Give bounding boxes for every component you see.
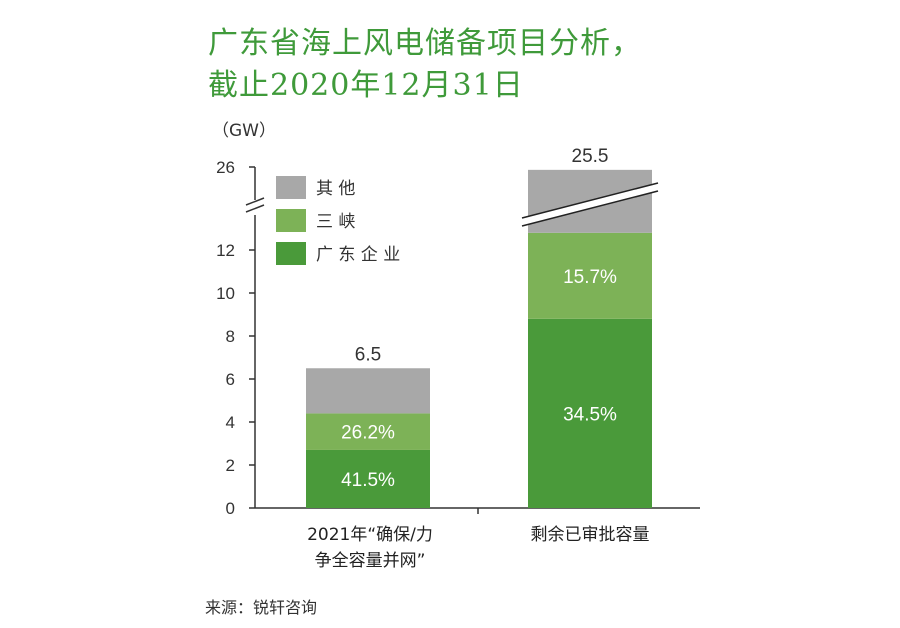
- category-label-2: 剩余已审批容量: [490, 522, 690, 548]
- data-label: 15.7%: [563, 267, 617, 288]
- source-note: 来源：锐轩咨询: [205, 598, 318, 617]
- y-axis-break-mark: [245, 197, 265, 206]
- category-label-1: 2021年“确保/力 争全容量并网”: [270, 522, 470, 574]
- category-label-2-line1: 剩余已审批容量: [530, 525, 650, 545]
- legend-label: 三 峡: [316, 212, 355, 232]
- y-axis-unit: （GW）: [212, 121, 276, 141]
- category-label-1-line1: 2021年“确保/力: [307, 525, 433, 545]
- total-label: 25.5: [572, 146, 609, 167]
- bar-segment: [528, 318, 652, 508]
- bar-segment: [306, 368, 430, 414]
- y-tick-label: 4: [226, 413, 235, 432]
- data-label: 26.2%: [341, 423, 395, 444]
- y-tick-label: 0: [226, 499, 235, 518]
- bar-segment: [528, 232, 652, 319]
- bar-break-line: [521, 190, 659, 227]
- chart-title-line2: 截止2020年12月31日: [208, 68, 524, 103]
- data-label: 41.5%: [341, 470, 395, 491]
- legend-label: 广 东 企 业: [316, 245, 400, 265]
- y-tick-label: 12: [216, 241, 235, 260]
- data-label: 34.5%: [563, 404, 617, 425]
- y-tick-label: 10: [216, 284, 235, 303]
- category-label-1-line2: 争全容量并网”: [314, 551, 426, 571]
- legend-swatch: [276, 209, 306, 232]
- y-axis-break-mark: [245, 204, 265, 213]
- y-tick-label: 8: [226, 327, 235, 346]
- chart-title-line1: 广东省海上风电储备项目分析，: [208, 26, 642, 61]
- bar-break-line: [521, 182, 659, 219]
- total-label: 6.5: [355, 344, 381, 365]
- legend-swatch: [276, 242, 306, 265]
- y-tick-label: 6: [226, 370, 235, 389]
- bar-segment: [306, 449, 430, 508]
- y-tick-label: 26: [216, 158, 235, 177]
- bar-break-gap: [522, 183, 658, 226]
- legend-swatch: [276, 176, 306, 199]
- y-tick-label: 2: [226, 456, 235, 475]
- legend-label: 其 他: [316, 179, 355, 199]
- bar-segment: [306, 413, 430, 450]
